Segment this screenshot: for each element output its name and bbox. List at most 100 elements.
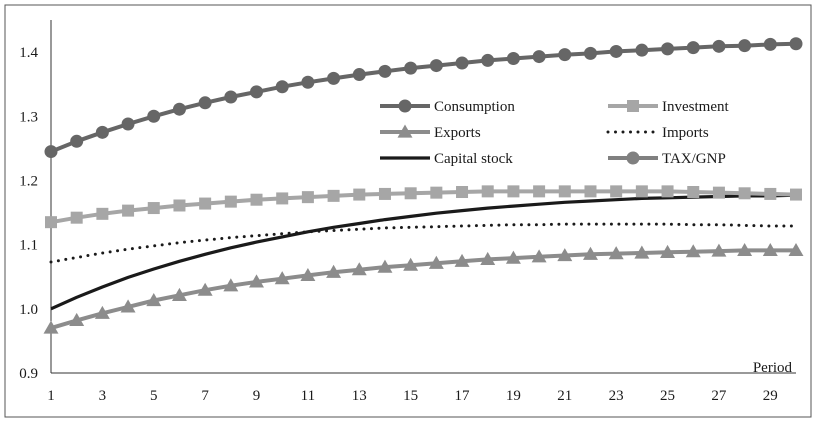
data-point-investment	[250, 193, 263, 206]
data-point-investment	[712, 186, 725, 199]
data-point-consumption	[429, 59, 443, 73]
data-point-exports	[762, 242, 778, 257]
x-tick-label: 5	[150, 388, 158, 404]
data-point-exports	[685, 244, 701, 258]
data-point-investment	[378, 187, 391, 200]
legend-item-tax-gnp: TAX/GNP	[608, 151, 726, 167]
data-point-investment	[558, 185, 571, 198]
data-point-exports	[171, 287, 187, 301]
legend-item-exports: Exports	[380, 124, 481, 141]
data-point-consumption	[95, 125, 109, 139]
data-point-investment	[507, 185, 520, 198]
data-point-investment	[301, 191, 314, 204]
data-point-investment	[173, 199, 186, 212]
data-point-investment	[276, 192, 289, 205]
y-tick-label: 0.9	[19, 366, 38, 382]
data-point-consumption	[44, 145, 58, 159]
x-tick-label: 25	[660, 388, 675, 404]
data-point-exports	[428, 255, 444, 269]
data-point-investment	[70, 211, 83, 224]
y-tick-label: 1.1	[19, 238, 38, 254]
chart-frame	[4, 4, 812, 418]
data-point-exports	[300, 267, 316, 282]
data-point-exports	[94, 305, 110, 319]
data-point-exports	[351, 262, 367, 276]
data-point-consumption	[172, 102, 186, 116]
data-point-consumption	[301, 75, 315, 89]
data-point-consumption	[609, 44, 623, 58]
data-point-investment	[764, 187, 777, 200]
data-point-exports	[583, 246, 598, 260]
x-tick-label: 21	[557, 388, 572, 404]
data-point-investment	[661, 185, 674, 198]
data-point-consumption	[763, 37, 777, 51]
data-point-investment	[45, 216, 57, 229]
data-point-consumption	[635, 43, 649, 57]
data-point-investment	[353, 188, 366, 201]
data-point-exports	[377, 259, 393, 273]
data-point-exports	[326, 264, 342, 278]
series-line-exports	[50, 248, 796, 331]
legend-marker	[397, 124, 413, 138]
series-consumption	[44, 37, 803, 159]
series-investment	[45, 185, 802, 229]
data-point-exports	[223, 278, 239, 292]
data-point-consumption	[558, 48, 572, 62]
legend-item-consumption: Consumption	[380, 99, 515, 115]
data-point-consumption	[661, 42, 675, 56]
data-point-consumption	[147, 109, 161, 123]
legend-label: Imports	[662, 125, 709, 141]
data-point-consumption	[532, 50, 546, 64]
data-point-consumption	[686, 41, 700, 55]
legend-marker	[398, 99, 412, 113]
data-point-consumption	[352, 68, 366, 82]
series-line-imports	[49, 222, 798, 264]
data-point-investment	[533, 185, 546, 198]
data-point-exports	[531, 249, 547, 263]
data-point-consumption	[789, 37, 803, 51]
legend-item-investment: Investment	[608, 99, 729, 115]
data-point-exports	[634, 245, 650, 259]
x-tick-label: 15	[403, 388, 418, 404]
data-point-investment	[430, 186, 443, 199]
legend-item-capital-stock: Capital stock	[380, 151, 513, 167]
x-tick-label: 1	[47, 388, 55, 404]
data-point-exports	[788, 242, 804, 257]
y-tick-label: 1.3	[19, 109, 38, 125]
data-point-consumption	[224, 90, 238, 104]
data-point-exports	[403, 257, 419, 271]
data-point-investment	[96, 207, 109, 220]
legend-label: Consumption	[434, 99, 515, 115]
data-point-investment	[456, 186, 469, 199]
data-point-investment	[790, 188, 802, 201]
legend-label: Capital stock	[434, 151, 513, 167]
data-point-exports	[249, 274, 264, 288]
x-tick-label: 11	[301, 388, 315, 404]
data-point-exports	[120, 299, 136, 313]
data-point-consumption	[404, 61, 418, 75]
data-point-consumption	[378, 64, 392, 78]
data-point-investment	[147, 202, 160, 215]
data-point-exports	[454, 253, 470, 267]
data-point-exports	[557, 248, 573, 262]
x-tick-label: 27	[711, 388, 727, 404]
legend-marker	[626, 151, 640, 165]
data-point-investment	[404, 187, 417, 200]
legend-label: Exports	[434, 125, 481, 141]
data-point-consumption	[506, 52, 520, 66]
x-tick-label: 3	[99, 388, 107, 404]
data-point-exports	[711, 243, 727, 257]
series-line-capital-stock	[50, 193, 797, 311]
x-tick-label: 23	[609, 388, 624, 404]
x-tick-label: 19	[506, 388, 521, 404]
data-point-investment	[738, 187, 751, 200]
data-point-consumption	[250, 85, 264, 99]
data-point-exports	[274, 271, 290, 285]
data-point-consumption	[121, 117, 135, 131]
data-point-exports	[608, 246, 624, 260]
data-point-investment	[199, 197, 212, 210]
x-tick-label: 29	[763, 388, 778, 404]
series-exports	[43, 242, 804, 334]
data-point-consumption	[738, 39, 752, 53]
